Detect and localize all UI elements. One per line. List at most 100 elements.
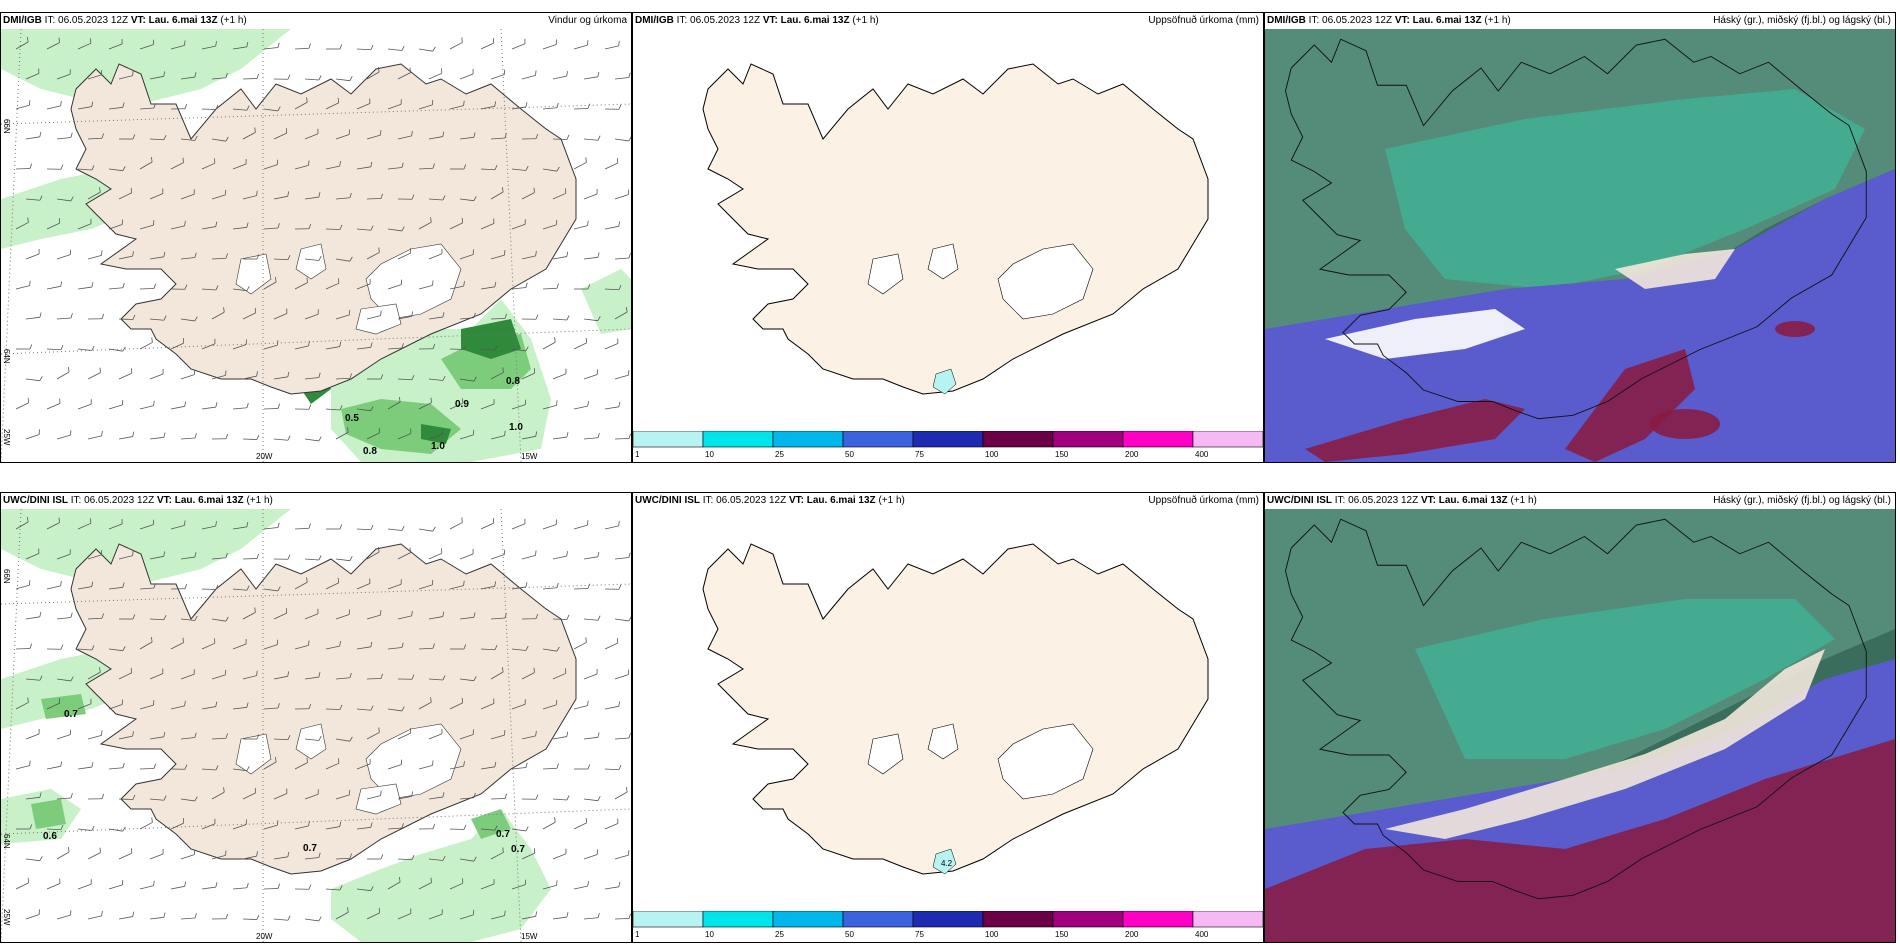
wind-barb-flag bbox=[246, 222, 249, 228]
wind-barb-flag bbox=[223, 307, 225, 313]
wind-barb-flag bbox=[246, 766, 250, 771]
glacier bbox=[867, 733, 904, 775]
wind-barb bbox=[480, 648, 496, 651]
wind-barb bbox=[449, 522, 463, 530]
wind-barb bbox=[170, 225, 185, 230]
wind-barb bbox=[542, 767, 558, 770]
wind-barb-flag bbox=[277, 403, 281, 409]
wind-barb-flag bbox=[215, 41, 217, 47]
wind-barb-flag bbox=[318, 672, 321, 678]
colorbar-tick-label: 150 bbox=[1055, 450, 1069, 459]
wind-barb-flag bbox=[501, 666, 504, 673]
wind-barb bbox=[170, 642, 184, 650]
wind-barb-flag bbox=[274, 756, 277, 763]
graticule bbox=[1, 29, 631, 462]
wind-barb-flag bbox=[318, 75, 322, 81]
glacier bbox=[927, 243, 959, 280]
wind-barb bbox=[552, 916, 567, 920]
wind-barb bbox=[201, 226, 216, 230]
wind-barb bbox=[180, 318, 195, 322]
wind-barb bbox=[573, 342, 587, 350]
wind-barb bbox=[459, 553, 474, 560]
wind-barb bbox=[139, 885, 154, 890]
accum-map: 4.2 bbox=[702, 543, 1209, 875]
wind-barb-flag bbox=[91, 101, 94, 107]
wind-barb bbox=[366, 732, 380, 740]
wind-barb-flag bbox=[163, 551, 166, 557]
wind-barb bbox=[325, 346, 340, 350]
wind-barb-flag bbox=[287, 851, 290, 857]
wind-barb bbox=[511, 168, 526, 171]
wind-barb bbox=[87, 617, 103, 620]
wind-barb bbox=[139, 224, 154, 230]
wind-barb bbox=[108, 106, 123, 110]
wind-barb bbox=[149, 436, 164, 440]
init-time: IT: 06.05.2023 12Z bbox=[1308, 15, 1393, 26]
wind-barb bbox=[25, 73, 40, 80]
wind-barb bbox=[304, 438, 319, 442]
wind-barb bbox=[180, 673, 195, 680]
wind-barb bbox=[25, 796, 40, 800]
cloud-map bbox=[1265, 29, 1895, 462]
wind-barb bbox=[335, 911, 349, 920]
wind-barb-flag bbox=[401, 226, 405, 232]
wind-barb bbox=[511, 348, 526, 352]
wind-barb-flag bbox=[380, 854, 384, 860]
wind-barb-flag bbox=[339, 885, 343, 891]
wind-barb bbox=[304, 558, 319, 561]
wind-barb bbox=[263, 527, 278, 530]
wind-barb bbox=[397, 252, 411, 260]
wind-barb bbox=[139, 641, 153, 650]
wind-barb-flag bbox=[184, 700, 186, 706]
wind-barb bbox=[180, 618, 195, 621]
wind-barb-flag bbox=[223, 787, 225, 793]
wind-barb bbox=[304, 918, 319, 922]
wind-barb-flag bbox=[153, 583, 156, 589]
panel-title: Uppsöfnuð úrkoma (mm) bbox=[1148, 495, 1259, 506]
wind-barb-flag bbox=[533, 187, 535, 193]
wind-barb bbox=[108, 168, 123, 172]
wind-barb-flag bbox=[339, 224, 343, 230]
wind-barb bbox=[25, 434, 40, 440]
wind-barb bbox=[521, 554, 536, 560]
wind-barb-flag bbox=[132, 550, 134, 556]
wind-barb bbox=[325, 582, 339, 590]
wind-barb bbox=[149, 256, 164, 260]
wind-barb bbox=[614, 557, 629, 560]
wind-barb-flag bbox=[215, 285, 219, 291]
wind-barb-flag bbox=[150, 156, 153, 163]
wind-barb bbox=[242, 612, 256, 620]
wind-barb-flag bbox=[132, 251, 134, 257]
wind-barb-flag bbox=[535, 794, 539, 800]
wind-barb-flag bbox=[618, 40, 620, 46]
wind-barb-flag bbox=[618, 285, 622, 290]
wind-barb-flag bbox=[163, 315, 167, 321]
wind-barb bbox=[490, 734, 505, 740]
wind-barb bbox=[139, 107, 154, 110]
wind-barb-flag bbox=[70, 676, 74, 682]
wind-barb-flag bbox=[349, 736, 353, 742]
wind-barb bbox=[583, 917, 598, 920]
precip-value: 0.8 bbox=[506, 376, 520, 387]
wind-barb bbox=[573, 705, 588, 710]
wind-barb bbox=[356, 763, 371, 770]
wind-barb bbox=[366, 912, 380, 920]
wind-barb bbox=[604, 705, 619, 710]
wind-barb bbox=[542, 224, 557, 230]
wind-barb-flag bbox=[494, 645, 498, 650]
wind-barb bbox=[604, 642, 618, 650]
wind-barb bbox=[77, 348, 92, 351]
wind-barb bbox=[15, 222, 29, 230]
wind-barb-flag bbox=[411, 311, 414, 317]
wind-barb-flag bbox=[225, 253, 228, 259]
wind-barb bbox=[335, 134, 350, 140]
wind-barb-flag bbox=[566, 551, 568, 557]
wind-barb-flag bbox=[256, 73, 260, 79]
wind-barb bbox=[273, 313, 288, 320]
wind-barb bbox=[366, 795, 381, 800]
init-time: IT: 06.05.2023 12Z bbox=[70, 495, 155, 506]
wind-barb bbox=[294, 527, 310, 530]
wind-barb bbox=[366, 71, 380, 80]
wind-barb-flag bbox=[432, 526, 436, 532]
wind-barb bbox=[614, 618, 629, 622]
